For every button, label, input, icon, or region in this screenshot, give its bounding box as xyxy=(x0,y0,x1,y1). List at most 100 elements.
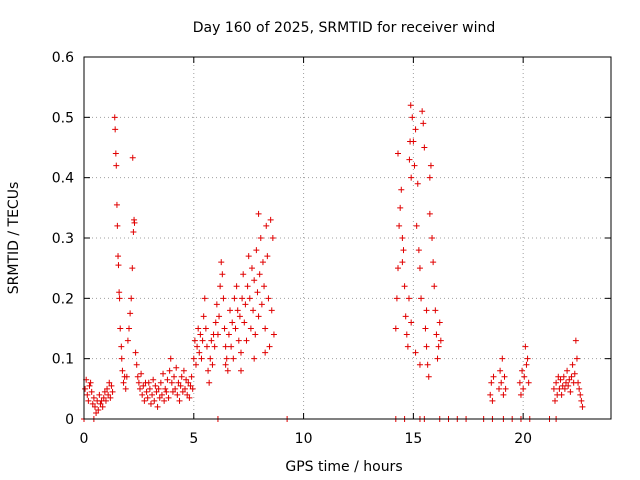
data-point xyxy=(88,388,95,395)
data-point xyxy=(251,277,258,284)
data-point xyxy=(183,376,190,383)
data-point xyxy=(91,403,98,410)
data-point xyxy=(555,373,562,380)
data-point xyxy=(221,325,228,332)
data-point xyxy=(429,235,436,241)
data-point xyxy=(117,325,124,332)
x-tick-label: 0 xyxy=(80,431,89,447)
data-point xyxy=(423,307,430,314)
data-point xyxy=(84,391,91,398)
data-point xyxy=(163,388,170,395)
data-point xyxy=(430,259,437,266)
data-point xyxy=(422,325,429,332)
data-point xyxy=(525,379,532,386)
data-point xyxy=(119,367,126,374)
data-point xyxy=(246,295,253,302)
data-point xyxy=(404,343,411,350)
y-axis-title: SRMTID / TECUs xyxy=(6,182,22,295)
data-point xyxy=(567,388,574,395)
data-point xyxy=(90,394,97,401)
data-point xyxy=(268,307,275,314)
data-point xyxy=(238,349,245,356)
data-point xyxy=(107,394,114,401)
data-point xyxy=(433,331,440,338)
data-point xyxy=(115,262,122,269)
data-point xyxy=(434,355,441,362)
data-point xyxy=(502,385,509,392)
y-tick-label: 0 xyxy=(65,412,74,428)
data-point xyxy=(409,114,416,121)
data-point xyxy=(267,216,274,223)
data-point xyxy=(194,343,201,350)
data-point xyxy=(414,180,421,187)
data-point xyxy=(233,283,240,290)
data-point xyxy=(169,388,176,395)
data-point xyxy=(130,228,137,235)
data-point xyxy=(244,283,251,290)
data-point xyxy=(247,325,254,332)
x-axis-title: GPS time / hours xyxy=(285,459,402,475)
data-point xyxy=(427,162,434,169)
data-point xyxy=(255,313,262,320)
data-point xyxy=(557,376,564,383)
data-point xyxy=(179,388,186,395)
data-point xyxy=(153,388,160,395)
data-point xyxy=(129,265,136,272)
data-point xyxy=(101,388,108,395)
data-point xyxy=(152,382,159,389)
data-point xyxy=(564,367,571,374)
data-point xyxy=(393,295,400,302)
data-point xyxy=(559,382,566,389)
data-point xyxy=(211,343,218,350)
data-point xyxy=(220,295,227,302)
data-point xyxy=(435,343,442,350)
data-point xyxy=(488,379,495,386)
data-point xyxy=(197,331,204,338)
data-point xyxy=(212,319,219,326)
data-point xyxy=(516,379,523,386)
data-point xyxy=(497,367,504,374)
data-point xyxy=(161,397,168,404)
data-point xyxy=(576,385,583,392)
data-point xyxy=(200,313,207,320)
data-point xyxy=(256,271,263,278)
data-point xyxy=(113,162,120,169)
data-point xyxy=(432,307,439,314)
data-point xyxy=(266,343,273,350)
data-point xyxy=(522,343,529,350)
data-point xyxy=(573,355,580,362)
data-point xyxy=(157,379,164,386)
data-point xyxy=(400,247,407,254)
data-point xyxy=(154,403,161,410)
data-point xyxy=(207,355,214,362)
data-point xyxy=(116,295,123,302)
data-point xyxy=(192,361,199,368)
data-point xyxy=(214,331,221,338)
data-point xyxy=(86,382,93,389)
data-point xyxy=(420,120,427,127)
data-point xyxy=(253,247,260,254)
data-point xyxy=(410,138,417,145)
y-tick-label: 0.2 xyxy=(52,291,74,307)
data-point xyxy=(398,186,405,193)
data-point xyxy=(425,373,432,380)
data-point xyxy=(118,343,125,350)
data-point xyxy=(112,150,119,157)
data-point xyxy=(156,394,163,401)
data-point xyxy=(99,403,106,410)
data-point xyxy=(222,361,229,368)
data-point xyxy=(225,331,232,338)
data-point xyxy=(171,373,178,380)
data-point xyxy=(566,376,573,383)
data-point xyxy=(579,403,586,410)
data-point xyxy=(396,222,403,229)
data-point xyxy=(213,301,220,308)
data-point xyxy=(519,367,526,374)
data-point xyxy=(132,349,139,356)
data-point xyxy=(499,355,506,362)
data-point xyxy=(178,373,185,380)
data-point xyxy=(188,373,195,380)
data-point xyxy=(100,394,107,401)
data-point xyxy=(146,385,153,392)
